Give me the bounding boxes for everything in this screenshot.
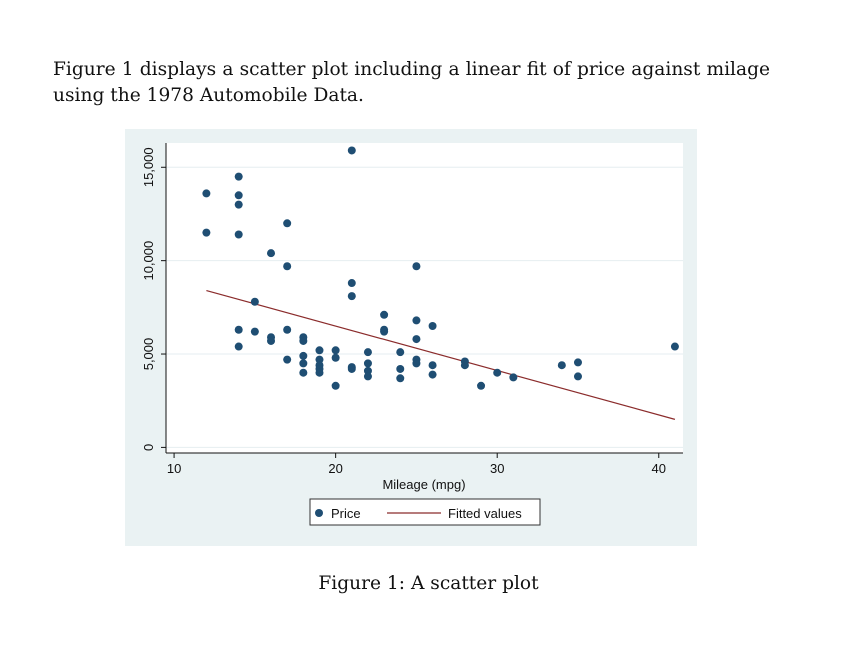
scatter-point — [283, 355, 292, 364]
scatter-point — [380, 310, 389, 319]
scatter-point — [315, 368, 324, 377]
scatter-point — [283, 262, 292, 271]
scatter-point — [557, 361, 566, 370]
scatter-point — [477, 381, 486, 390]
scatter-point — [460, 361, 469, 370]
scatter-point — [428, 370, 437, 379]
scatter-point — [283, 325, 292, 334]
y-tick-label: 0 — [141, 444, 156, 451]
scatter-point — [250, 327, 259, 336]
scatter-point — [363, 372, 372, 381]
scatter-point — [299, 368, 308, 377]
plot-area — [166, 143, 683, 453]
scatter-point — [267, 336, 276, 345]
scatter-point — [234, 172, 243, 181]
scatter-point — [363, 348, 372, 357]
scatter-point — [299, 359, 308, 368]
fitted-line — [206, 289, 676, 420]
x-axis-label: Mileage (mpg) — [382, 477, 465, 492]
scatter-point — [347, 146, 356, 155]
intro-paragraph: Figure 1 displays a scatter plot includi… — [53, 59, 770, 106]
scatter-point — [347, 364, 356, 373]
scatter-point — [573, 358, 582, 367]
scatter-point — [412, 316, 421, 325]
scatter-point — [428, 322, 437, 331]
scatter-point — [315, 355, 324, 364]
scatter-point — [299, 351, 308, 360]
scatter-point — [396, 348, 405, 357]
scatter-point — [234, 230, 243, 239]
y-tick-label: 15,000 — [141, 147, 156, 187]
scatter-point — [412, 262, 421, 271]
scatter-point — [670, 342, 679, 351]
legend-price-label: Price — [331, 506, 361, 521]
scatter-point — [283, 219, 292, 228]
scatter-point — [315, 346, 324, 355]
legend-price-marker — [315, 509, 323, 517]
x-tick-label: 20 — [328, 461, 342, 476]
scatter-point — [234, 191, 243, 200]
scatter-point — [250, 297, 259, 306]
scatter-point — [396, 374, 405, 383]
x-tick-label: 40 — [652, 461, 666, 476]
scatter-point — [493, 368, 502, 377]
scatter-point — [380, 327, 389, 336]
scatter-point — [234, 342, 243, 351]
scatter-point — [299, 336, 308, 345]
scatter-point — [412, 359, 421, 368]
scatter-point — [509, 373, 518, 382]
scatter-point — [363, 366, 372, 375]
x-tick-label: 10 — [167, 461, 181, 476]
legend: Price Fitted values — [309, 498, 541, 526]
legend-fit-label: Fitted values — [448, 506, 522, 521]
scatter-point — [331, 353, 340, 362]
scatter-point — [412, 335, 421, 344]
scatter-point — [428, 361, 437, 370]
scatter-point — [267, 249, 276, 258]
y-tick-label: 5,000 — [141, 338, 156, 371]
scatter-point — [234, 325, 243, 334]
scatter-point — [202, 189, 211, 198]
figure-caption: Figure 1: A scatter plot — [318, 573, 539, 594]
scatter-point — [347, 292, 356, 301]
x-tick-label: 30 — [490, 461, 504, 476]
scatter-point — [202, 228, 211, 237]
scatter-point — [331, 346, 340, 355]
figure-panel: 0 5,000 10,000 15,000 10 20 30 40 Mileage (mpg)… — [125, 129, 697, 546]
y-tick-label: 10,000 — [141, 241, 156, 281]
scatter-point — [347, 279, 356, 288]
scatter-point — [331, 381, 340, 390]
scatter-plot: 0 5,000 10,000 15,000 10 20 30 40 Mileage (mpg)… — [141, 143, 683, 526]
scatter-point — [396, 364, 405, 373]
scatter-point — [234, 200, 243, 209]
scatter-point — [573, 372, 582, 381]
scatter-point — [363, 359, 372, 368]
